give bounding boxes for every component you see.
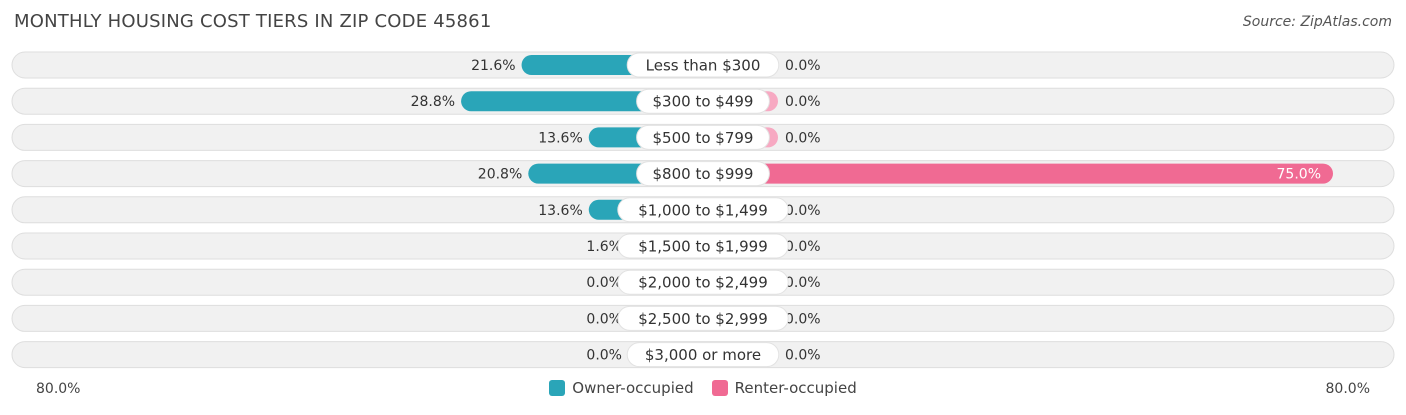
renter-value-label: 0.0% — [785, 130, 821, 146]
legend-swatch-renter — [711, 380, 728, 396]
category-pill — [626, 52, 780, 78]
category-label: $2,500 to $2,999 — [638, 310, 768, 328]
category-pill — [617, 305, 789, 331]
category-label: $1,500 to $1,999 — [638, 238, 768, 256]
axis-right-label: 80.0% — [1325, 381, 1370, 397]
category-label: $1,000 to $1,499 — [638, 201, 768, 219]
category-pill — [636, 161, 770, 187]
chart-title: MONTHLY HOUSING COST TIERS IN ZIP CODE 4… — [14, 11, 492, 32]
diverging-bar-chart: 21.6% 0.0% Less than $300 28.8% 0.0% $300 to … — [11, 51, 1395, 369]
legend-item-renter: Renter-occupied — [711, 379, 857, 397]
legend-item-owner: Owner-occupied — [549, 379, 694, 397]
renter-value-label: 0.0% — [785, 203, 821, 219]
renter-value-label: 0.0% — [785, 94, 821, 110]
category-label: $800 to $999 — [653, 165, 754, 183]
category-label: Less than $300 — [646, 57, 761, 75]
axis-left-label: 80.0% — [36, 381, 81, 397]
renter-value-label: 0.0% — [785, 348, 821, 364]
owner-value-label: 21.6% — [471, 58, 515, 74]
legend-label-renter: Renter-occupied — [734, 379, 857, 397]
owner-value-label: 0.0% — [586, 275, 622, 291]
legend-swatch-owner — [549, 380, 566, 396]
owner-value-label: 20.8% — [478, 167, 522, 183]
category-pill — [636, 88, 770, 114]
renter-value-label: 0.0% — [785, 311, 821, 327]
category-pill — [617, 197, 789, 223]
renter-value-label: 75.0% — [1277, 167, 1321, 183]
owner-value-label: 0.0% — [586, 311, 622, 327]
category-pill — [626, 342, 780, 368]
owner-value-label: 13.6% — [538, 203, 582, 219]
category-pill — [617, 269, 789, 295]
renter-value-label: 0.0% — [785, 239, 821, 255]
owner-value-label: 1.6% — [586, 239, 622, 255]
category-label: $2,000 to $2,499 — [638, 274, 768, 292]
category-pill — [617, 233, 789, 259]
category-label: $300 to $499 — [653, 93, 754, 111]
category-label: $3,000 or more — [645, 346, 761, 364]
renter-bar — [703, 163, 1333, 184]
owner-value-label: 28.8% — [411, 94, 455, 110]
owner-value-label: 13.6% — [538, 130, 582, 146]
category-label: $500 to $799 — [653, 129, 754, 147]
legend: Owner-occupied Renter-occupied — [0, 379, 1406, 397]
renter-value-label: 0.0% — [785, 275, 821, 291]
legend-label-owner: Owner-occupied — [572, 379, 694, 397]
renter-value-label: 0.0% — [785, 58, 821, 74]
source-label: Source: ZipAtlas.com — [1242, 14, 1392, 30]
category-pill — [636, 124, 770, 150]
owner-value-label: 0.0% — [586, 348, 622, 364]
